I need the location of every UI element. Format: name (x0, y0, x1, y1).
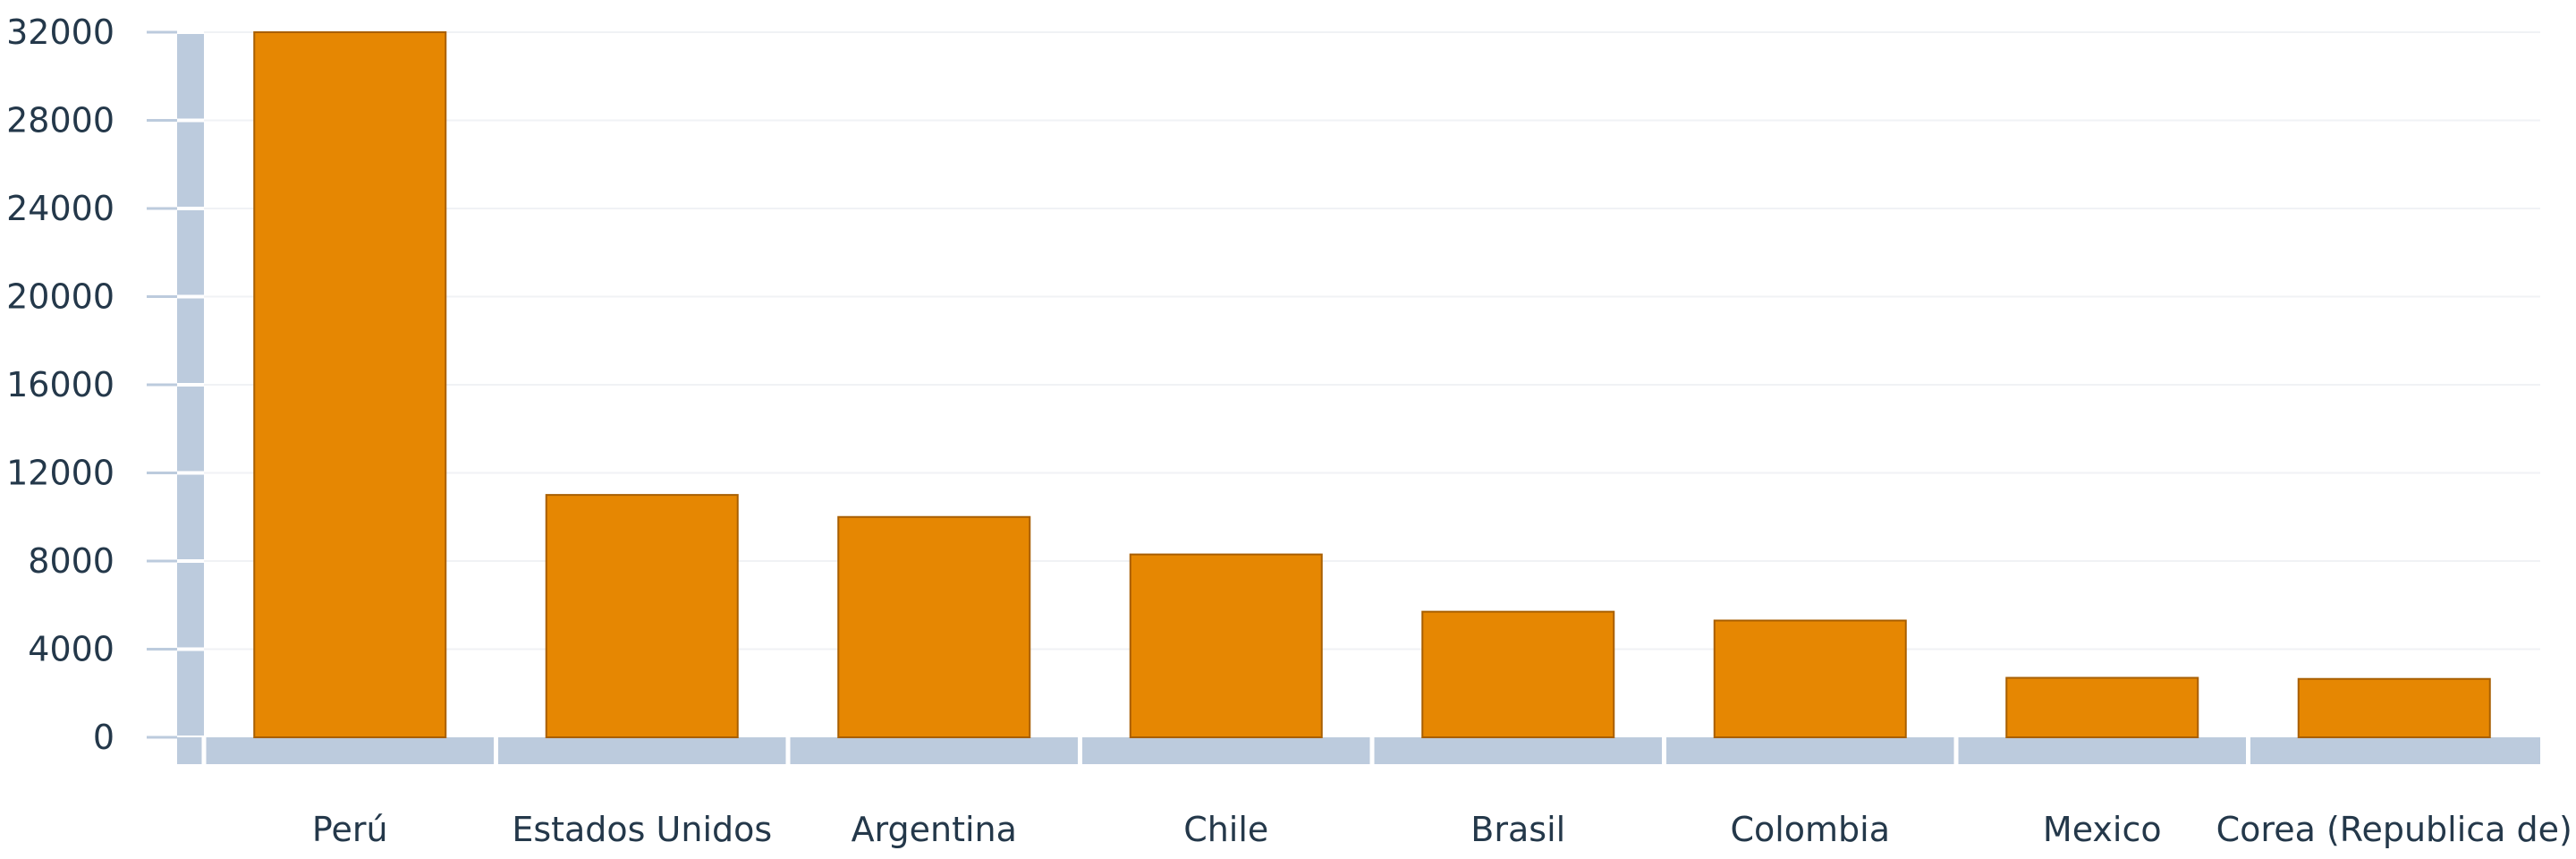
x-category-label: Brasil (1470, 810, 1565, 849)
bar (253, 31, 447, 738)
bar (545, 494, 739, 738)
y-tick-label: 20000 (6, 277, 114, 317)
y-axis-band (177, 32, 204, 764)
x-category-label: Chile (1183, 810, 1268, 849)
x-category-labels: Perú Estados Unidos Argentina Chile Brasil Co… (312, 810, 2572, 849)
x-category-label: Mexico (2043, 810, 2162, 849)
x-axis-band (177, 737, 2540, 764)
y-tick-label: 4000 (28, 630, 114, 669)
x-category-label: Corea (Republica de) (2216, 810, 2572, 849)
y-tick-label: 28000 (6, 101, 114, 140)
bar (837, 515, 1031, 738)
y-tick-label: 8000 (28, 541, 114, 581)
bar (1129, 553, 1323, 738)
y-tick-label: 16000 (6, 365, 114, 404)
y-tick-label: 24000 (6, 189, 114, 228)
x-category-label: Perú (312, 810, 388, 849)
y-tick-label: 12000 (6, 454, 114, 493)
axes (147, 30, 2540, 764)
y-tick-label: 32000 (6, 13, 114, 52)
x-category-label: Argentina (852, 810, 1017, 849)
bar (2005, 676, 2199, 739)
y-tick-label: 0 (93, 718, 114, 757)
x-category-label: Estados Unidos (512, 810, 772, 849)
bars (253, 31, 2491, 739)
bar (1421, 610, 1615, 739)
bar (2297, 677, 2491, 739)
bar (1713, 619, 1907, 738)
y-tick-labels: 0 4000 8000 12000 16000 20000 24000 28000 32000 (6, 13, 114, 757)
x-category-label: Colombia (1730, 810, 1890, 849)
